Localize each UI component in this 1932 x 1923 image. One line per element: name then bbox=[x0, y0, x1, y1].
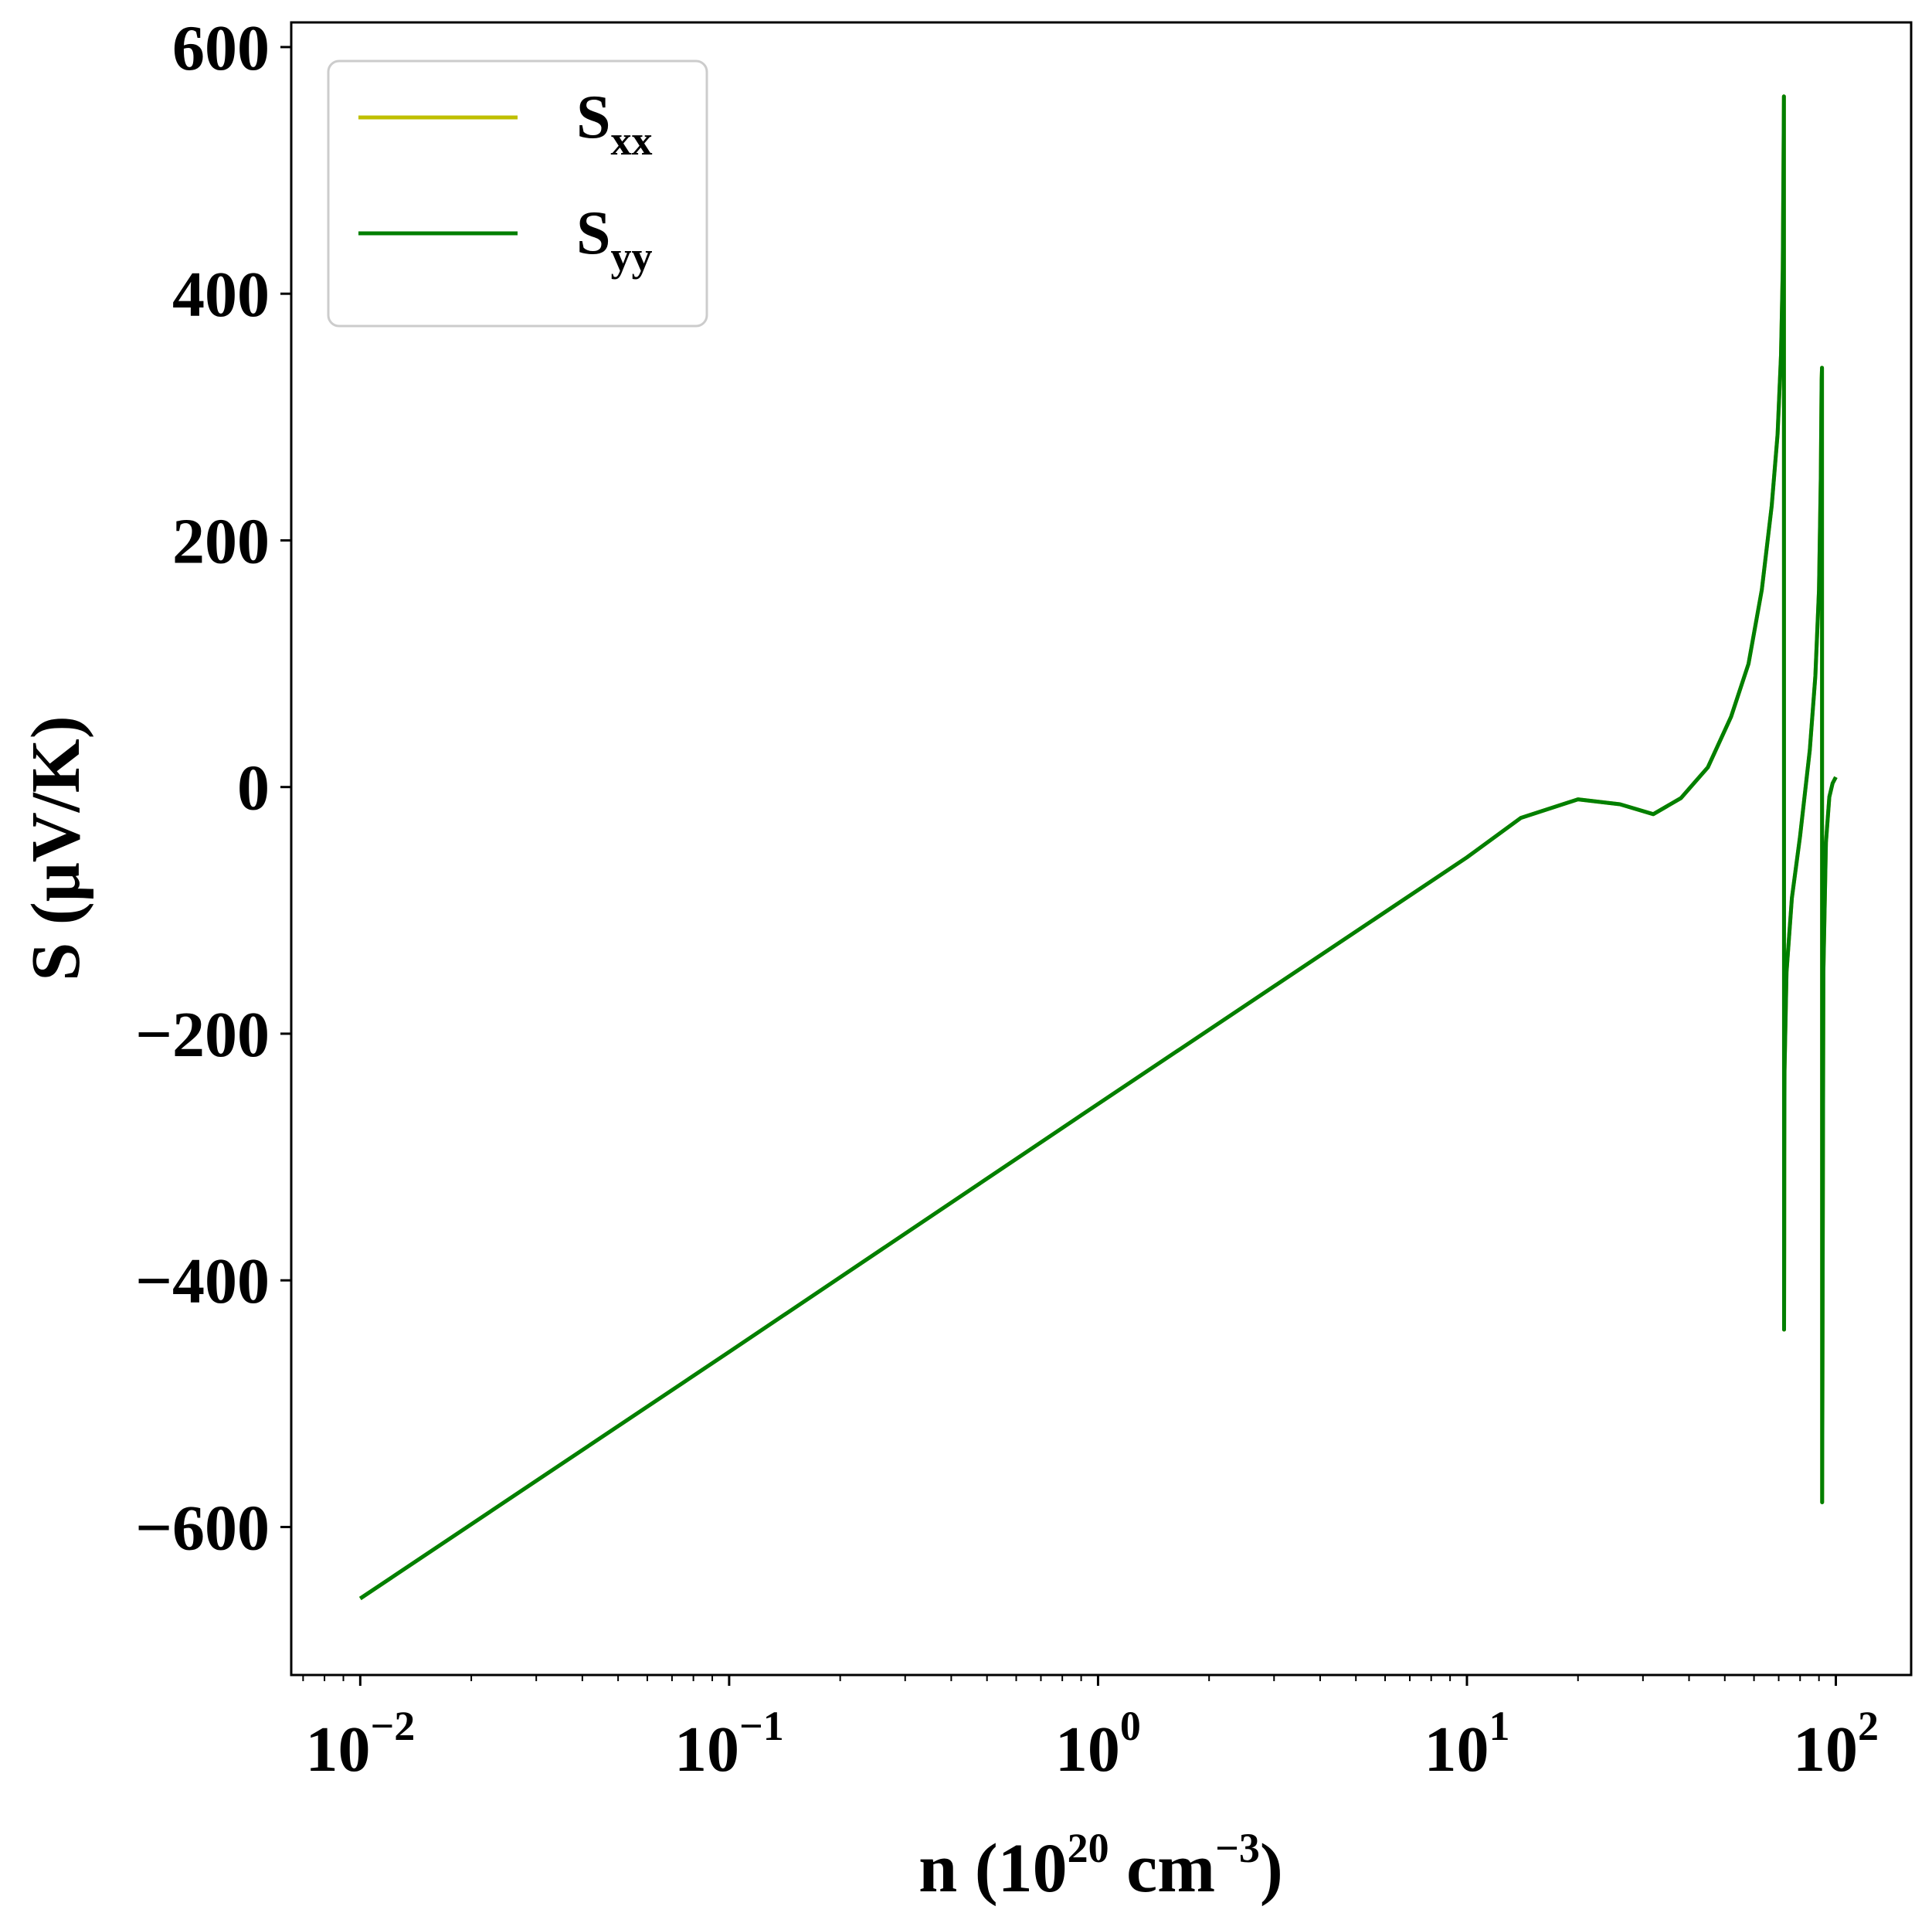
legend-label-s-yy: Syy bbox=[576, 199, 653, 280]
y-tick-label: −400 bbox=[135, 1245, 270, 1317]
legend-label-s-xx: Sxx bbox=[576, 83, 653, 164]
legend-box bbox=[327, 59, 708, 328]
x-tick-label: 102 bbox=[1793, 1703, 1879, 1785]
y-tick-label: 200 bbox=[172, 505, 270, 577]
x-tick-label: 10−1 bbox=[674, 1703, 784, 1785]
legend: Sxx Syy bbox=[327, 59, 708, 328]
y-axis-label: S (μV/K) bbox=[18, 715, 94, 981]
y-tick-label: 400 bbox=[172, 259, 270, 331]
x-tick-label: 100 bbox=[1055, 1703, 1141, 1785]
y-tick-label: −600 bbox=[135, 1492, 270, 1564]
y-tick-label: −200 bbox=[135, 999, 270, 1071]
series-line-s-yy bbox=[358, 94, 1838, 1601]
y-axis: 600 400 200 0 −200 −400 −600 bbox=[135, 12, 291, 1564]
x-tick-label: 101 bbox=[1424, 1703, 1509, 1785]
x-tick-label: 10−2 bbox=[305, 1703, 415, 1785]
x-axis: 10−2 10−1 100 101 102 bbox=[302, 1675, 1879, 1785]
series-layer bbox=[358, 94, 1838, 1601]
y-tick-label: 0 bbox=[237, 753, 270, 824]
y-tick-label: 600 bbox=[172, 12, 270, 84]
plot-frame bbox=[290, 21, 1913, 1677]
x-axis-label: n (1020 cm−3) bbox=[918, 1825, 1283, 1907]
